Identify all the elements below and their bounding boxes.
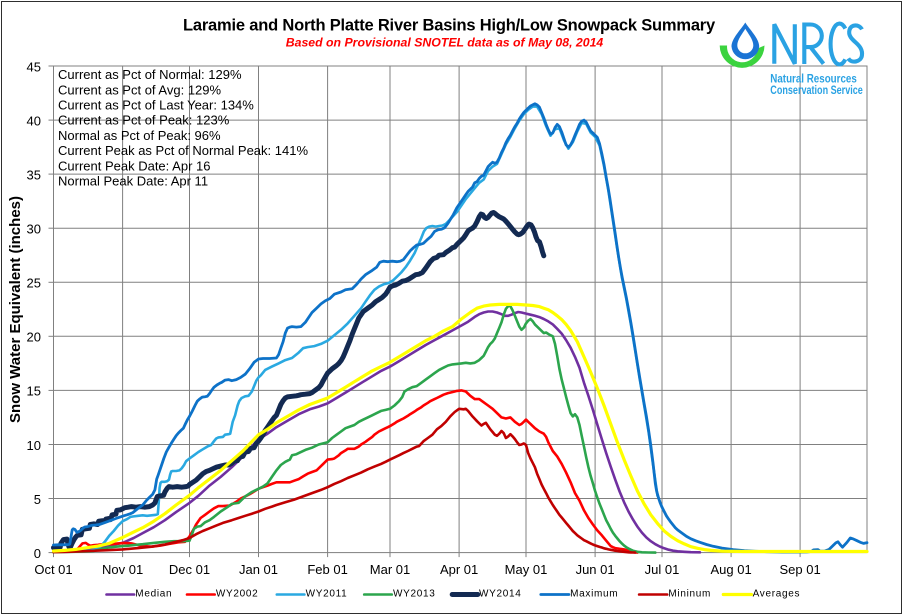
svg-text:Natural Resources: Natural Resources — [770, 72, 857, 86]
svg-text:25: 25 — [27, 276, 41, 291]
svg-text:40: 40 — [27, 113, 41, 128]
svg-text:Sep 01: Sep 01 — [779, 562, 820, 577]
svg-text:0: 0 — [34, 546, 41, 561]
svg-text:15: 15 — [27, 384, 41, 399]
svg-text:Apr 01: Apr 01 — [440, 562, 478, 577]
svg-text:Conservation Service: Conservation Service — [770, 83, 863, 97]
svg-text:WY2011: WY2011 — [306, 589, 348, 600]
svg-text:Current Peak Date: Apr 16: Current Peak Date: Apr 16 — [58, 158, 210, 173]
svg-text:May 01: May 01 — [505, 562, 548, 577]
svg-text:Jun 01: Jun 01 — [576, 562, 615, 577]
svg-text:Normal Peak Date: Apr 11: Normal Peak Date: Apr 11 — [58, 174, 208, 189]
svg-text:Mar 01: Mar 01 — [370, 562, 410, 577]
svg-text:Based on Provisional SNOTEL da: Based on Provisional SNOTEL data as of M… — [286, 36, 604, 50]
svg-text:Maximum: Maximum — [570, 589, 618, 600]
svg-text:Dec 01: Dec 01 — [169, 562, 210, 577]
svg-text:Nov 01: Nov 01 — [102, 562, 143, 577]
svg-text:5: 5 — [34, 492, 41, 507]
svg-text:Feb 01: Feb 01 — [307, 562, 347, 577]
svg-text:Median: Median — [135, 589, 172, 600]
svg-text:Current as Pct of Last Year: 1: Current as Pct of Last Year: 134% — [58, 98, 254, 113]
svg-text:WY2013: WY2013 — [393, 589, 436, 600]
svg-text:Mininum: Mininum — [668, 589, 711, 600]
svg-text:10: 10 — [27, 438, 41, 453]
svg-text:Current as Pct of Peak: 123%: Current as Pct of Peak: 123% — [58, 113, 230, 128]
svg-text:WY2002: WY2002 — [216, 589, 259, 600]
svg-text:Jan 01: Jan 01 — [239, 562, 278, 577]
svg-text:30: 30 — [27, 222, 41, 237]
svg-text:35: 35 — [27, 167, 41, 182]
svg-text:Oct 01: Oct 01 — [34, 562, 72, 577]
svg-text:Aug 01: Aug 01 — [710, 562, 751, 577]
svg-text:Current as Pct of Normal: 129%: Current as Pct of Normal: 129% — [58, 67, 242, 82]
svg-text:20: 20 — [27, 330, 41, 345]
svg-text:Laramie and North Platte River: Laramie and North Platte River Basins Hi… — [183, 16, 716, 34]
svg-text:Jul 01: Jul 01 — [645, 562, 680, 577]
svg-text:Current Peak as Pct of Normal: Current Peak as Pct of Normal Peak: 141% — [58, 143, 308, 158]
svg-text:Current as Pct of Avg: 129%: Current as Pct of Avg: 129% — [58, 82, 222, 97]
svg-text:Averages: Averages — [753, 589, 801, 600]
svg-text:45: 45 — [27, 59, 41, 74]
svg-text:Snow Water Equivalent (inches): Snow Water Equivalent (inches) — [7, 196, 24, 423]
svg-text:Normal as Pct of Peak: 96%: Normal as Pct of Peak: 96% — [58, 128, 221, 143]
svg-text:WY2014: WY2014 — [479, 589, 522, 600]
